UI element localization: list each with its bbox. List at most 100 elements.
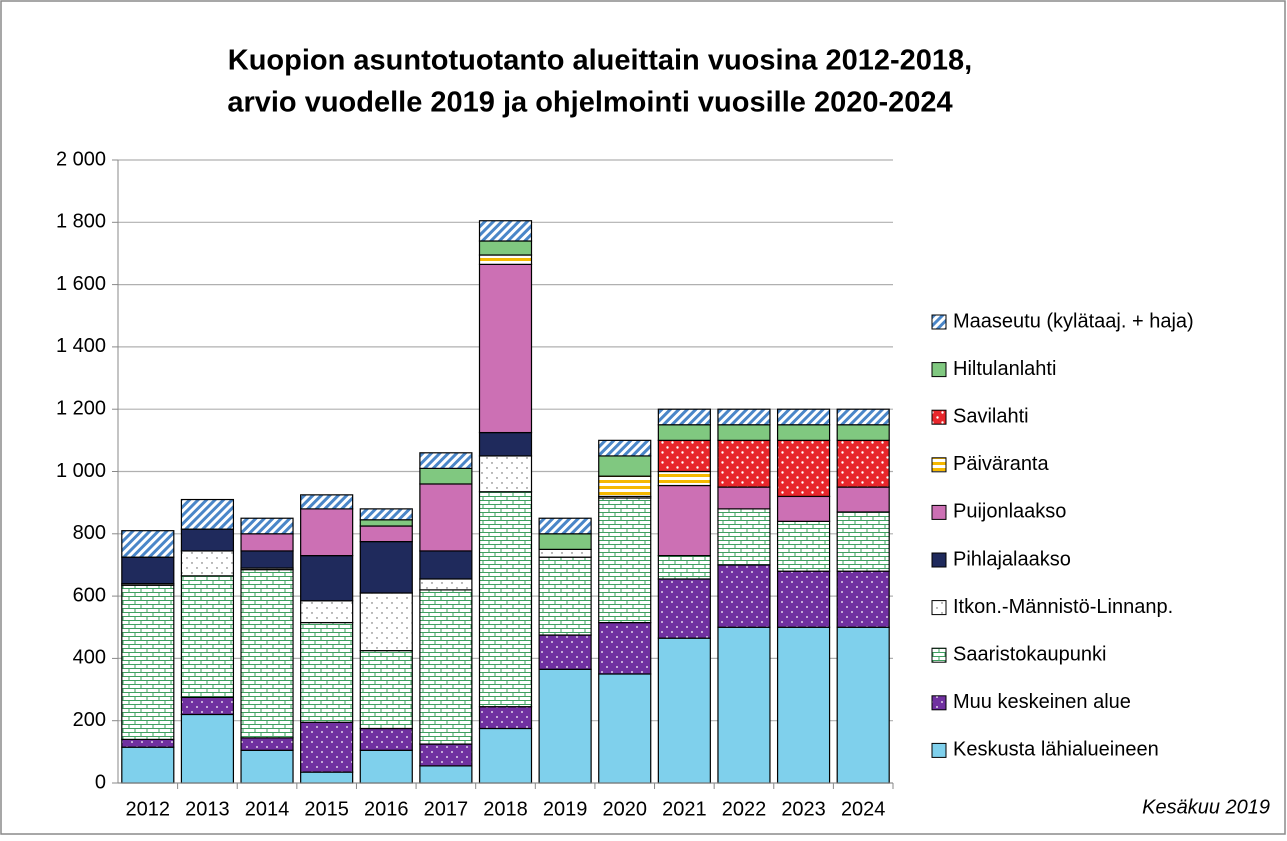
legend-label: Saaristokaupunki: [953, 643, 1106, 665]
x-tick-label: 2015: [304, 798, 349, 820]
y-tick-label: 800: [73, 522, 106, 544]
y-tick-label: 1 800: [56, 211, 106, 233]
bar-segment: [717, 424, 771, 441]
bar-segment: [717, 564, 771, 628]
x-tick-label: 2014: [245, 798, 290, 820]
bar-segment: [598, 673, 652, 784]
bar-segment: [776, 439, 831, 498]
chart-title: arvio vuodelle 2019 ja ohjelmointi vuosi…: [227, 87, 952, 119]
bar-segment: [478, 706, 533, 730]
bar-segment: [836, 424, 890, 441]
bar-segment: [657, 470, 711, 487]
legend-label: Savilahti: [953, 405, 1029, 427]
bar-segment: [657, 484, 711, 557]
y-tick-label: 1 200: [56, 397, 106, 419]
legend-swatch: [931, 409, 947, 425]
bar-segment: [180, 713, 235, 784]
legend-label: Keskusta lähialueineen: [953, 739, 1159, 761]
bar-segment: [478, 220, 533, 242]
bar-segment: [121, 530, 175, 558]
bar-segment: [836, 486, 890, 513]
bar-segment: [657, 439, 711, 473]
bar-segment: [359, 519, 413, 527]
y-tick-label: 0: [95, 771, 106, 793]
bar-segment: [776, 520, 831, 572]
bar-segment: [180, 498, 235, 530]
x-tick-label: 2020: [602, 798, 647, 820]
bar-segment: [419, 550, 473, 580]
bar-segment: [538, 533, 592, 550]
bar-segment: [240, 517, 294, 535]
legend-swatch: [931, 647, 947, 663]
bar-segment: [478, 455, 533, 493]
legend-label: Maaseutu (kylätaaj. + haja): [953, 310, 1194, 332]
legend-label: Hiltulanlahti: [953, 358, 1056, 380]
x-tick-label: 2013: [185, 798, 230, 820]
legend-label: Muu keskeinen alue: [953, 691, 1131, 713]
x-tick-label: 2021: [662, 798, 707, 820]
y-tick-label: 1 600: [56, 273, 106, 295]
bar-segment: [717, 508, 771, 566]
bar-segment: [657, 555, 711, 580]
legend-label: Pihlajalaakso: [953, 548, 1071, 570]
legend-swatch: [931, 600, 947, 616]
y-tick-label: 2 000: [56, 148, 106, 170]
bar-segment: [478, 254, 533, 265]
legend-swatch: [931, 742, 947, 758]
bar-segment: [121, 746, 175, 784]
x-tick-label: 2012: [126, 798, 171, 820]
bar-segment: [836, 511, 890, 572]
bar-segment: [359, 592, 413, 652]
bar-segment: [717, 439, 771, 488]
legend-label: Itkon.-Männistö-Linnanp.: [953, 596, 1173, 618]
bar-segment: [419, 452, 473, 469]
bar-segment: [180, 575, 235, 698]
bar-segment: [776, 495, 831, 522]
bar-segment: [121, 738, 175, 748]
bar-segment: [538, 634, 592, 670]
bar-segment: [717, 486, 771, 510]
bar-segment: [240, 550, 294, 569]
x-tick-label: 2018: [483, 798, 528, 820]
legend-swatch: [931, 314, 947, 330]
bar-segment: [776, 570, 831, 628]
bar-segment: [478, 263, 533, 434]
y-tick-label: 1 400: [56, 335, 106, 357]
bar-segment: [776, 626, 831, 784]
legend-swatch: [931, 457, 947, 473]
legend-label: Päiväranta: [953, 453, 1049, 475]
y-tick-label: 400: [73, 647, 106, 669]
legend-swatch: [931, 362, 947, 378]
bar-segment: [180, 528, 235, 552]
bar-segment: [657, 637, 711, 784]
bar-segment: [657, 424, 711, 441]
bar-segment: [359, 525, 413, 543]
bar-segment: [240, 749, 294, 784]
legend-swatch: [931, 504, 947, 520]
x-tick-label: 2023: [781, 798, 826, 820]
bar-segment: [180, 550, 235, 577]
legend-swatch: [931, 552, 947, 568]
x-tick-label: 2017: [424, 798, 469, 820]
legend-label: Puijonlaakso: [953, 501, 1066, 523]
bar-segment: [419, 467, 473, 485]
bar-segment: [538, 517, 592, 535]
bar-segment: [598, 455, 652, 477]
bar-segment: [240, 737, 294, 751]
bar-segment: [478, 431, 533, 457]
bar-segment: [300, 494, 354, 510]
bar-segment: [121, 584, 175, 740]
bar-segment: [359, 540, 413, 594]
bar-segment: [300, 621, 354, 723]
bar-segment: [359, 749, 413, 784]
y-tick-label: 1 000: [56, 460, 106, 482]
bar-segment: [359, 727, 413, 751]
bar-segment: [776, 408, 831, 426]
bar-segment: [776, 424, 831, 441]
bar-segment: [419, 483, 473, 552]
bar-segment: [359, 650, 413, 730]
note: Kesäkuu 2019: [1142, 796, 1270, 818]
bar-segment: [478, 491, 533, 708]
bar-segment: [657, 408, 711, 426]
